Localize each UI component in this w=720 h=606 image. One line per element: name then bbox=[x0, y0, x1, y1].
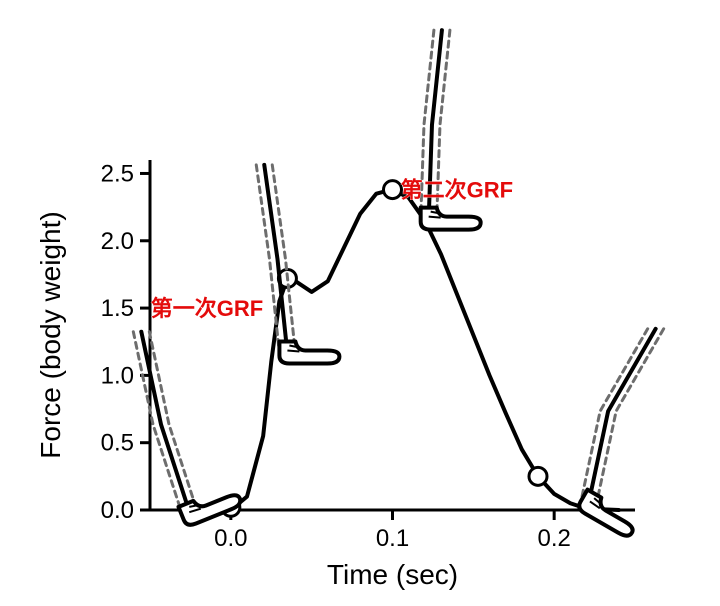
y-tick-label: 2.0 bbox=[101, 228, 134, 255]
annotation-0: 第一次GRF bbox=[151, 296, 263, 321]
marker-3 bbox=[529, 467, 547, 485]
annotation-1: 第二次GRF bbox=[401, 178, 513, 203]
x-tick-label: 0.1 bbox=[376, 525, 409, 552]
y-tick-label: 1.0 bbox=[101, 362, 134, 389]
leg-figure-2 bbox=[256, 165, 339, 364]
x-axis-label: Time (sec) bbox=[327, 559, 458, 590]
y-tick-label: 1.5 bbox=[101, 295, 134, 322]
x-tick-label: 0.2 bbox=[537, 525, 570, 552]
y-tick-label: 2.5 bbox=[101, 160, 134, 187]
grf-curve bbox=[199, 190, 619, 510]
y-tick-label: 0.0 bbox=[101, 497, 134, 524]
leg-figure-4 bbox=[576, 329, 663, 539]
x-tick-label: 0.0 bbox=[214, 525, 247, 552]
marker-2 bbox=[384, 181, 402, 199]
y-tick-label: 0.5 bbox=[101, 430, 134, 457]
y-axis-label: Force (body weight) bbox=[35, 211, 66, 458]
